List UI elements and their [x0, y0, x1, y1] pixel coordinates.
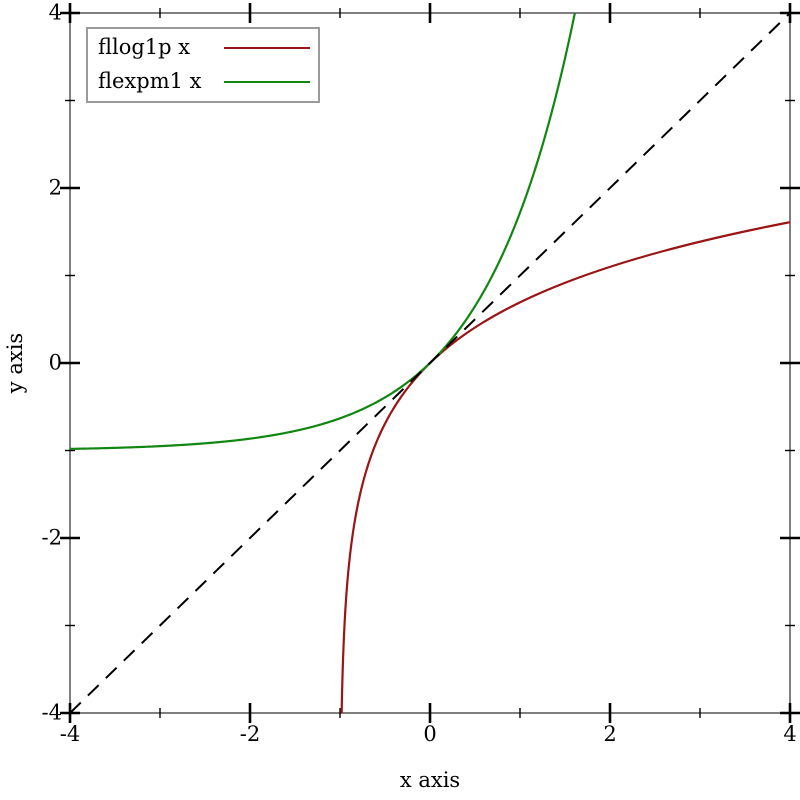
y-axis-title: y axis — [3, 332, 27, 394]
legend: fllog1p x flexpm1 x — [86, 27, 320, 103]
y-tick-label: -2 — [41, 525, 62, 550]
y-tick-label: 4 — [48, 0, 62, 25]
legend-label-fllog1p: fllog1p x — [98, 35, 191, 60]
legend-entry-flexpm1: flexpm1 x — [98, 69, 310, 94]
y-tick-label: -4 — [41, 700, 62, 725]
x-tick-label: -4 — [59, 722, 81, 746]
y-tick-label: 2 — [48, 175, 62, 200]
x-tick-label: 2 — [603, 722, 617, 746]
x-tick-label: 4 — [783, 722, 797, 746]
x-axis-title: x axis — [399, 768, 461, 792]
series-y-=-x — [70, 13, 790, 713]
series-fllog1p-x — [340, 221, 790, 713]
y-tick-label: 0 — [48, 350, 62, 375]
series-flexpm1-x — [70, 13, 576, 450]
legend-line-sample-fllog1p — [224, 47, 310, 49]
x-tick-label: 0 — [423, 722, 437, 746]
legend-label-flexpm1: flexpm1 x — [98, 69, 202, 94]
legend-line-sample-flexpm1 — [224, 81, 310, 83]
legend-entry-fllog1p: fllog1p x — [98, 35, 310, 60]
x-tick-label: -2 — [239, 722, 261, 746]
